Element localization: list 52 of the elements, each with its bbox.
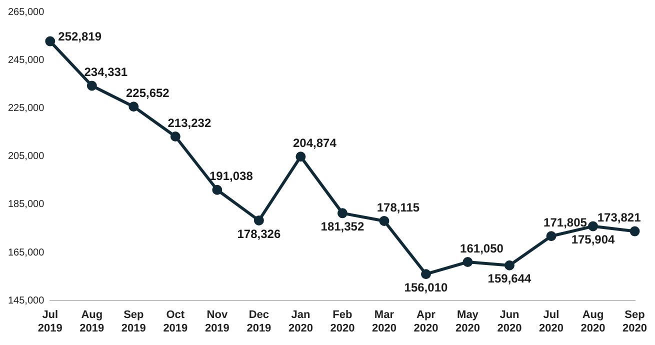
- x-tick-label: Sep 2019: [121, 309, 146, 334]
- x-tick-label: Dec 2019: [246, 309, 272, 334]
- x-tick-label: May 2020: [455, 309, 480, 334]
- point: [337, 208, 348, 218]
- y-tick-label: 245,000: [8, 54, 45, 66]
- point: [45, 36, 56, 46]
- point: [630, 226, 640, 236]
- point: [504, 260, 514, 270]
- data-label: 213,232: [168, 116, 212, 130]
- data-label: 171,805: [544, 215, 588, 230]
- data-label: 161,050: [460, 241, 504, 256]
- x-tick-label: Aug 2020: [580, 309, 606, 334]
- x-tick-label: Oct 2019: [163, 309, 188, 334]
- y-tick-label: 225,000: [8, 102, 45, 114]
- data-label: 178,326: [237, 226, 281, 241]
- point: [379, 216, 390, 226]
- point: [420, 269, 431, 280]
- x-tick-label: Apr 2020: [414, 309, 438, 334]
- point: [86, 80, 97, 91]
- point: [254, 215, 264, 226]
- data-label: 156,010: [404, 280, 448, 294]
- x-tick-label: Mar 2020: [372, 309, 396, 334]
- x-tick-label: Jul 2020: [539, 309, 564, 334]
- x-tick-label: Sep 2020: [622, 309, 648, 334]
- point: [546, 231, 556, 242]
- data-label: 191,038: [209, 169, 254, 184]
- data-label: 234,331: [84, 65, 128, 80]
- y-tick-label: 205,000: [8, 151, 45, 162]
- data-label: 173,821: [597, 210, 642, 225]
- data-label: 178,115: [376, 200, 420, 214]
- point: [128, 102, 139, 112]
- point: [462, 257, 473, 267]
- data-label: 252,819: [58, 30, 102, 44]
- point: [170, 132, 180, 142]
- x-tick-label: Jul 2019: [38, 309, 62, 334]
- data-label: 159,644: [488, 272, 532, 286]
- x-tick-label: Jun 2020: [497, 309, 522, 334]
- y-tick-label: 165,000: [8, 247, 45, 258]
- data-label: 181,352: [320, 219, 364, 234]
- point: [212, 184, 222, 195]
- data-label: 175,904: [571, 232, 616, 247]
- x-tick-label: Feb 2020: [330, 309, 355, 334]
- data-label: 225,652: [126, 86, 170, 100]
- point: [296, 152, 306, 162]
- x-tick-label: Jan 2020: [288, 309, 313, 334]
- point: [588, 221, 598, 232]
- x-tick-label: Aug 2019: [80, 309, 104, 334]
- y-tick-label: 145,000: [8, 295, 45, 306]
- x-tick-label: Nov 2019: [204, 309, 230, 334]
- data-label: 204,874: [293, 136, 337, 150]
- y-tick-label: 185,000: [8, 199, 45, 210]
- y-tick-label: 265,000: [8, 6, 45, 18]
